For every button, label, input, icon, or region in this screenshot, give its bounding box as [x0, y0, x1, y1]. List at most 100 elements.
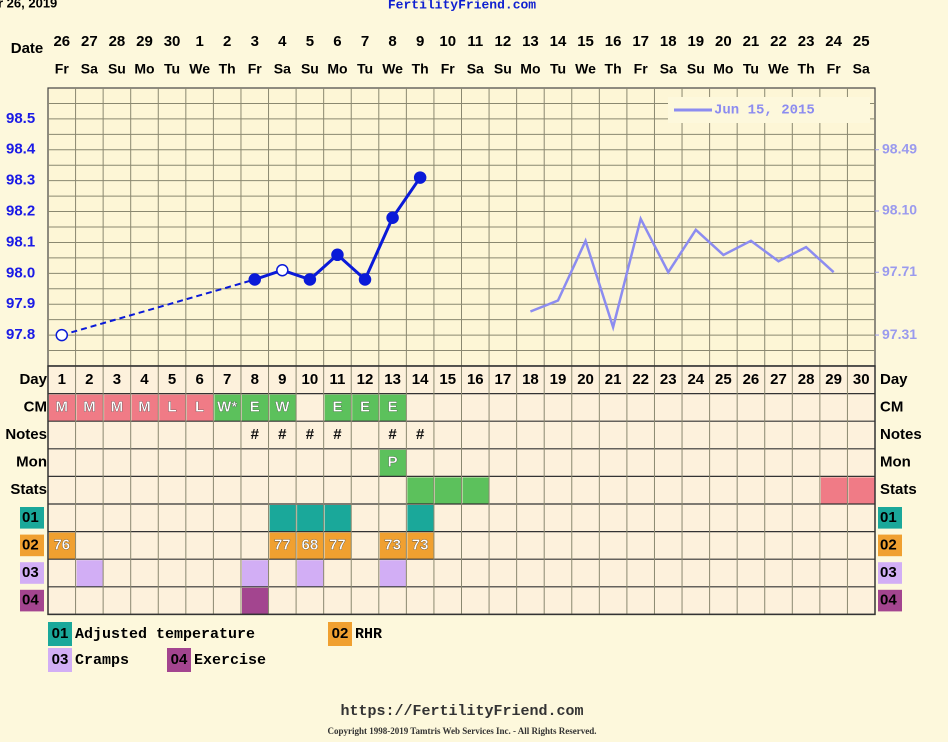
date-label: 22 [770, 33, 787, 50]
table-cell [379, 449, 407, 477]
date-label: 9 [416, 33, 424, 50]
weekday-label: We [768, 61, 789, 77]
row-label-box [20, 589, 44, 612]
data-point [358, 273, 372, 286]
weekday-label: Mo [520, 61, 540, 77]
data-point [331, 248, 344, 262]
cell-text: P [388, 454, 398, 471]
date-label: 18 [660, 33, 677, 50]
day-number: 10 [302, 371, 319, 388]
table-cell [324, 505, 352, 532]
day-number: 3 [113, 371, 121, 388]
date-label: 26 [53, 33, 70, 50]
row-label: 03 [22, 564, 39, 581]
weekday-label: Tu [357, 61, 373, 77]
day-number: 15 [439, 371, 456, 388]
key-swatch [48, 622, 72, 646]
day-number: 21 [605, 371, 622, 388]
weekday-label: Su [108, 61, 126, 77]
key-text: Cramps [75, 652, 129, 669]
table-frame [47, 365, 876, 616]
table-cell [297, 505, 324, 532]
day-number: 6 [195, 371, 203, 388]
cell-text: 76 [53, 536, 70, 553]
row-label: 04 [22, 592, 39, 609]
table-cell [49, 532, 76, 560]
row-label: Notes [880, 426, 922, 443]
cell-text: # [278, 426, 287, 443]
table-cell [379, 532, 407, 560]
cell-text: # [306, 426, 315, 443]
cell-text: 73 [384, 536, 401, 553]
day-number: 12 [357, 371, 374, 388]
site-title: FertilityFriend.com [388, 0, 536, 12]
day-number: 4 [140, 371, 149, 388]
date-label: 14 [550, 33, 567, 50]
date-label: 24 [825, 33, 842, 50]
weekday-label: Th [219, 61, 236, 77]
row-label-box [878, 534, 902, 557]
day-number: 30 [853, 371, 870, 388]
weekday-label: Sa [853, 61, 870, 77]
key-code: 03 [52, 651, 69, 668]
row-label: Day [19, 371, 47, 388]
date-label: 3 [251, 33, 259, 50]
row-label: Stats [880, 481, 917, 498]
table-cell [434, 477, 462, 504]
cell-text: M [56, 398, 69, 415]
day-number: 26 [743, 371, 760, 388]
day-number: 22 [632, 371, 649, 388]
day-number: 13 [384, 371, 401, 388]
weekday-label: Mo [327, 61, 347, 77]
y-tick-label: 98.2 [6, 203, 35, 220]
date-label: 21 [743, 33, 760, 50]
cell-text: M [111, 398, 124, 415]
table-cell [352, 394, 379, 422]
weekday-label: Mo [713, 61, 733, 77]
table-cell [214, 394, 241, 422]
data-point [248, 273, 261, 286]
table-cell [241, 394, 269, 422]
date-label: 23 [798, 33, 815, 50]
cell-text: # [416, 426, 425, 443]
table-cell [241, 560, 269, 587]
table-cell [407, 477, 434, 504]
table-cell [269, 394, 297, 422]
data-point [55, 328, 69, 342]
weekday-label: Su [687, 61, 705, 77]
date-label: 16 [605, 33, 622, 50]
weekday-label: Th [605, 61, 622, 77]
date-label: 2 [223, 33, 231, 50]
table-cell [324, 394, 352, 422]
weekday-label: Fr [441, 61, 456, 77]
date-label: 15 [577, 33, 594, 50]
table-cell [76, 394, 104, 422]
row-label: CM [24, 398, 47, 415]
date-label: 20 [715, 33, 732, 50]
table-cell [186, 394, 214, 422]
key-code: 04 [171, 651, 188, 668]
row-label: 01 [880, 509, 897, 526]
cell-text: 73 [412, 536, 429, 553]
date-label: Date [11, 40, 44, 57]
data-point [386, 211, 399, 224]
weekday-label: We [382, 61, 403, 77]
row-label-box [878, 507, 902, 529]
table-cell [379, 394, 407, 422]
row-label: Day [880, 371, 908, 388]
cell-text: 77 [329, 536, 346, 553]
row-label: Stats [10, 481, 47, 498]
y-tick-label: 98.0 [6, 264, 35, 281]
cell-text: # [333, 426, 342, 443]
y-tick-label: 97.9 [6, 295, 35, 312]
date-label: 4 [278, 33, 287, 50]
date-label: 11 [467, 33, 483, 50]
y-tick-label: 98.5 [6, 110, 35, 127]
date-label: 17 [632, 33, 649, 50]
date-label: 12 [495, 33, 512, 50]
data-point [303, 273, 317, 286]
day-number: 18 [522, 371, 539, 388]
weekday-label: Tu [550, 61, 566, 77]
row-label: Mon [880, 454, 911, 471]
data-point [276, 263, 289, 277]
